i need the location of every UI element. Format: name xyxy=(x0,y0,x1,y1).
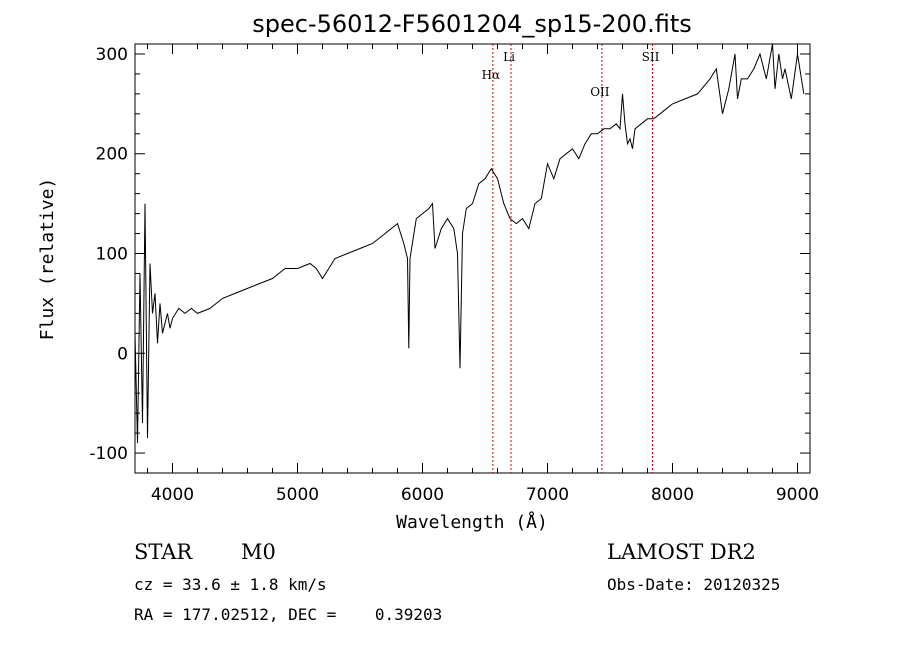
y-tick-label: 200 xyxy=(96,145,128,165)
chart-title: spec-56012-F5601204_sp15-200.fits xyxy=(252,10,691,38)
spectral-line-label: OII xyxy=(590,85,610,99)
redshift-velocity: cz = 33.6 ± 1.8 km/s xyxy=(134,575,327,594)
y-axis-title: Flux (relative) xyxy=(37,178,58,341)
observation-date: Obs-Date: 20120325 xyxy=(607,575,781,594)
x-tick-label: 8000 xyxy=(651,485,694,505)
y-tick-label: 0 xyxy=(117,344,128,364)
y-tick-label: 100 xyxy=(96,245,128,265)
spectral-line-label: Li xyxy=(503,50,515,64)
spectrum-line xyxy=(135,44,805,444)
x-tick-label: 7000 xyxy=(526,485,569,505)
y-tick-label: -100 xyxy=(89,444,128,464)
survey-release: LAMOST DR2 xyxy=(607,540,756,564)
object-type: STAR xyxy=(134,540,193,564)
y-tick-label: 300 xyxy=(96,45,128,65)
spectral-line-label: SII xyxy=(642,50,660,64)
x-tick-label: 6000 xyxy=(401,485,444,505)
plot-frame xyxy=(134,43,811,474)
spectral-line-label: Hα xyxy=(482,68,501,82)
x-tick-label: 9000 xyxy=(776,485,819,505)
sky-coordinates: RA = 177.02512, DEC = 0.39203 xyxy=(134,605,443,624)
spectral-subclass: M0 xyxy=(241,540,276,564)
x-tick-label: 4000 xyxy=(151,485,194,505)
x-tick-label: 5000 xyxy=(276,485,319,505)
x-axis-title: Wavelength (Å) xyxy=(396,511,548,533)
